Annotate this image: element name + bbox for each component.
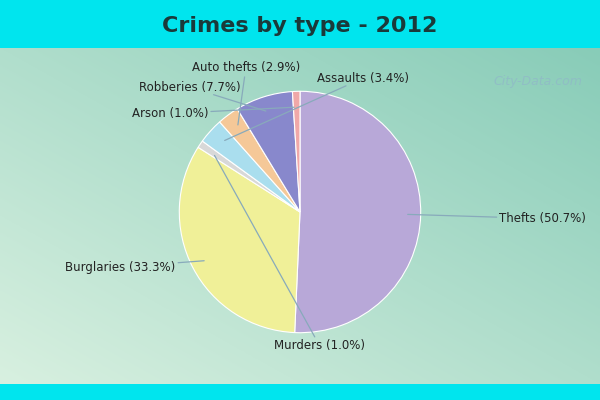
- Wedge shape: [179, 147, 300, 332]
- Wedge shape: [198, 141, 300, 212]
- Wedge shape: [295, 91, 421, 333]
- Wedge shape: [237, 92, 300, 212]
- Text: Auto thefts (2.9%): Auto thefts (2.9%): [192, 61, 300, 125]
- Text: Crimes by type - 2012: Crimes by type - 2012: [163, 16, 437, 36]
- Text: Burglaries (33.3%): Burglaries (33.3%): [65, 261, 204, 274]
- Text: Murders (1.0%): Murders (1.0%): [215, 156, 365, 352]
- Text: Robberies (7.7%): Robberies (7.7%): [139, 81, 266, 111]
- Text: Arson (1.0%): Arson (1.0%): [131, 107, 294, 120]
- Text: Assaults (3.4%): Assaults (3.4%): [224, 72, 409, 140]
- Wedge shape: [292, 91, 300, 212]
- Text: Thefts (50.7%): Thefts (50.7%): [408, 212, 586, 225]
- Wedge shape: [220, 109, 300, 212]
- Text: City-Data.com: City-Data.com: [493, 75, 582, 88]
- Wedge shape: [202, 122, 300, 212]
